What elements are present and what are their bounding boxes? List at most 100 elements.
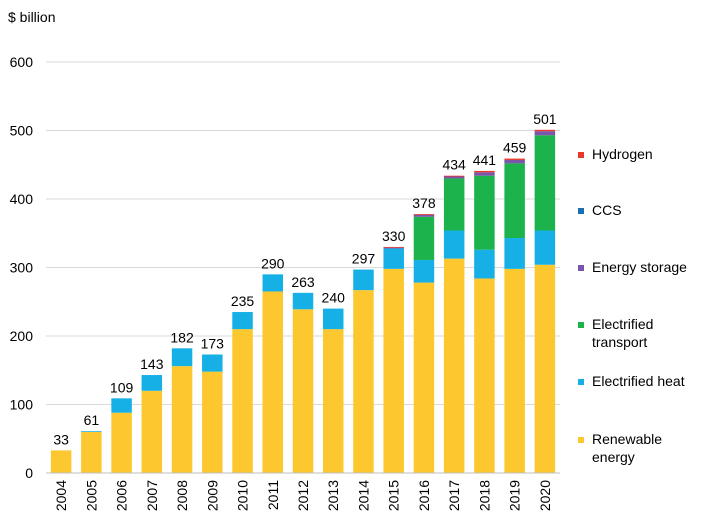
y-tick-label: 100 — [10, 397, 34, 413]
data-label-total: 173 — [201, 335, 225, 351]
bar-hydrogen-2015 — [383, 246, 404, 248]
bar-electrified-transport-2018 — [474, 175, 495, 250]
legend-swatch-electrified-transport — [578, 322, 584, 328]
bar-renewable-energy-2018 — [474, 278, 495, 473]
bar-electrified-heat-2009 — [202, 354, 223, 372]
bar-renewable-energy-2008 — [171, 366, 193, 473]
bar-electrified-heat-2011 — [262, 274, 284, 292]
data-label-total: 434 — [442, 157, 466, 173]
x-tick-label: 2009 — [204, 480, 220, 511]
bar-electrified-heat-2020 — [534, 230, 556, 265]
data-label-total: 182 — [170, 329, 194, 345]
bar-electrified-heat-2014 — [353, 269, 374, 291]
legend-item-renewable-energy: Renewable energy — [578, 430, 662, 466]
bar-electrified-heat-2016 — [413, 259, 435, 283]
x-tick-label: 2005 — [83, 480, 99, 511]
legend-label-electrified-heat: Electrified heat — [592, 373, 685, 389]
data-label-total: 297 — [352, 251, 376, 267]
bar-electrified-heat-2013 — [322, 308, 344, 330]
y-tick-label: 500 — [10, 123, 34, 139]
data-label-total: 240 — [322, 290, 346, 306]
x-tick-label: 2019 — [507, 480, 523, 511]
data-label-total: 330 — [382, 228, 406, 244]
legend-item-electrified-transport: Electrified transport — [578, 315, 653, 351]
x-tick-label: 2016 — [416, 480, 432, 511]
legend-label-renewable-energy: Renewable energy — [592, 431, 663, 465]
legend-swatch-energy-storage — [578, 265, 584, 271]
bar-renewable-energy-2010 — [232, 329, 253, 473]
bar-electrified-heat-2019 — [504, 238, 525, 269]
legend-label-ccs: CCS — [592, 202, 622, 218]
bar-electrified-transport-2017 — [443, 178, 465, 231]
legend-label-hydrogen: Hydrogen — [592, 146, 653, 162]
bar-electrified-heat-2007 — [141, 375, 163, 391]
data-label-total: 235 — [231, 293, 255, 309]
x-tick-label: 2013 — [325, 480, 341, 511]
x-tick-label: 2014 — [355, 480, 371, 511]
data-labels: 33 61 109 143 182 173 235 290 263 240 297 330 378 434… — [53, 111, 556, 448]
x-tick-label: 2007 — [144, 480, 160, 511]
y-axis-title: $ billion — [8, 9, 55, 25]
x-tick-label: 2015 — [386, 480, 402, 511]
bar-hydrogen-2019 — [504, 158, 525, 160]
bar-renewable-energy-2009 — [202, 371, 223, 473]
data-label-total: 33 — [53, 431, 69, 447]
bar-electrified-transport-2020 — [534, 135, 556, 231]
legend-item-energy-storage: Energy storage — [578, 258, 687, 276]
bar-hydrogen-2016 — [413, 214, 435, 215]
x-tick-label: 2018 — [476, 480, 492, 511]
legend-swatch-renewable-energy — [578, 437, 584, 443]
bar-electrified-heat-2018 — [474, 249, 495, 279]
data-label-total: 290 — [261, 255, 285, 271]
y-tick-label: 0 — [25, 465, 33, 481]
legend-swatch-hydrogen — [578, 152, 584, 158]
x-tick-label: 2017 — [446, 480, 462, 511]
axes: $ billion 0 100 200 300 400 500 600 2004 2005 200… — [8, 9, 560, 511]
bar-energy-storage-2018 — [474, 172, 495, 176]
bar-renewable-energy-2005 — [81, 431, 102, 473]
bar-energy-storage-2019 — [504, 159, 525, 164]
bar-energy-storage-2016 — [413, 214, 435, 217]
bar-renewable-energy-2006 — [111, 412, 132, 473]
bar-electrified-transport-2016 — [413, 216, 435, 260]
x-tick-label: 2010 — [235, 480, 251, 511]
bar-renewable-energy-2017 — [443, 258, 465, 473]
x-tick-label: 2012 — [295, 480, 311, 511]
bar-renewable-energy-2015 — [383, 268, 404, 473]
bar-hydrogen-2020 — [534, 129, 556, 132]
x-tick-label: 2020 — [537, 480, 553, 511]
bar-renewable-energy-2014 — [353, 290, 374, 473]
data-label-total: 501 — [533, 111, 557, 127]
legend-item-electrified-heat: Electrified heat — [578, 372, 685, 390]
y-tick-label: 400 — [10, 191, 34, 207]
y-tick-label: 200 — [10, 328, 34, 344]
data-label-total: 263 — [291, 274, 315, 290]
bar-electrified-heat-2010 — [232, 312, 253, 330]
bar-renewable-energy-2019 — [504, 268, 525, 473]
bar-hydrogen-2017 — [443, 175, 465, 177]
x-tick-label: 2011 — [265, 480, 281, 510]
bar-electrified-heat-2006 — [111, 398, 132, 413]
bar-electrified-heat-2005 — [81, 431, 102, 433]
bar-electrified-heat-2008 — [171, 348, 193, 367]
data-label-total: 61 — [84, 412, 100, 428]
x-tick-label: 2006 — [114, 480, 130, 511]
bar-energy-storage-2020 — [534, 131, 556, 136]
bar-renewable-energy-2016 — [413, 282, 435, 473]
bar-renewable-energy-2012 — [292, 309, 314, 473]
bar-electrified-transport-2019 — [504, 163, 525, 239]
bar-renewable-energy-2007 — [141, 390, 163, 473]
bars — [50, 129, 556, 473]
bar-hydrogen-2018 — [474, 170, 495, 173]
bar-energy-storage-2015 — [383, 247, 404, 249]
bar-energy-storage-2017 — [443, 176, 465, 179]
data-label-total: 378 — [412, 195, 436, 211]
data-label-total: 441 — [473, 152, 497, 168]
bar-electrified-heat-2017 — [443, 230, 465, 259]
legend-label-energy-storage: Energy storage — [592, 259, 687, 275]
x-tick-label: 2008 — [174, 480, 190, 511]
legend-swatch-electrified-heat — [578, 379, 584, 385]
legend-item-hydrogen: Hydrogen — [578, 145, 653, 163]
